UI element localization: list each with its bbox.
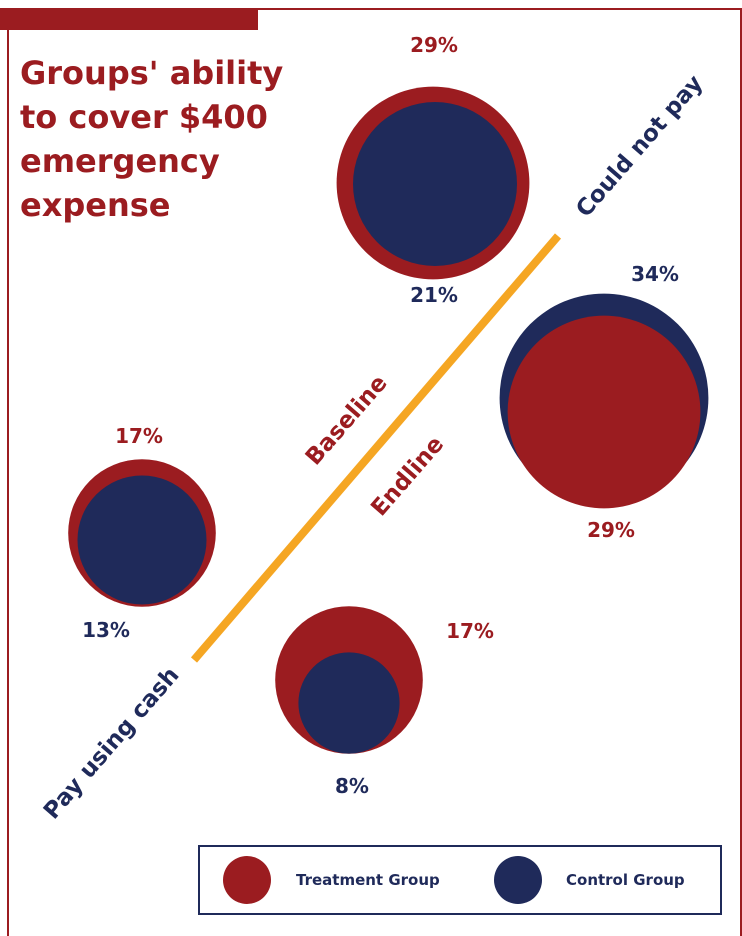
treatment-value-label: 17% (446, 619, 494, 643)
title-line-1: Groups' ability (20, 54, 283, 92)
control-bubble (77, 475, 207, 605)
legend-control-label: Control Group (566, 871, 685, 889)
control-value-label: 13% (82, 618, 130, 642)
legend-treatment-swatch (223, 856, 271, 904)
legend-control-swatch (494, 856, 542, 904)
axis-end-low: Pay using cash (39, 662, 185, 824)
chart-title: Groups' ability to cover $400 emergency … (20, 54, 283, 224)
bubble-could-not-pay-endline: 34% 29% (499, 262, 709, 542)
axis-end-high: Could not pay (571, 70, 708, 222)
legend-treatment-label: Treatment Group (296, 871, 440, 889)
control-value-label: 34% (631, 262, 679, 286)
control-value-label: 21% (410, 283, 458, 307)
period-label-baseline: Baseline (301, 370, 393, 470)
legend: Treatment Group Control Group (198, 845, 722, 915)
legend-box (198, 845, 722, 915)
title-line-4: expense (20, 186, 170, 224)
treatment-value-label: 17% (115, 424, 163, 448)
control-bubble (298, 652, 400, 754)
top-accent-bar (0, 8, 258, 30)
treatment-bubble (507, 315, 701, 509)
title-line-3: emergency (20, 142, 220, 180)
control-value-label: 8% (335, 774, 369, 798)
treatment-value-label: 29% (587, 518, 635, 542)
bubble-pay-using-cash-baseline: 17% 13% (68, 424, 216, 642)
bubble-pay-using-cash-endline: 17% 8% (275, 606, 494, 798)
diagonal-axis-line (190, 233, 562, 663)
control-bubble (353, 102, 517, 266)
bubble-could-not-pay-baseline: 29% 21% (336, 33, 530, 307)
treatment-value-label: 29% (410, 33, 458, 57)
title-line-2: to cover $400 (20, 98, 268, 136)
